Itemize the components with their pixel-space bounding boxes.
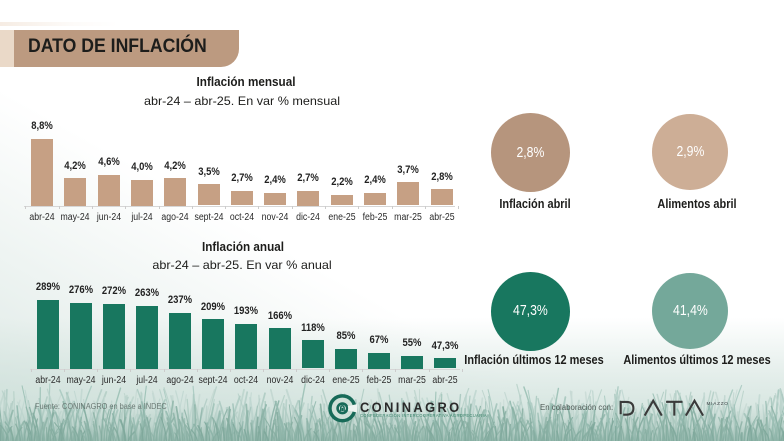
svg-text:MIAZZO: MIAZZO bbox=[707, 401, 729, 406]
